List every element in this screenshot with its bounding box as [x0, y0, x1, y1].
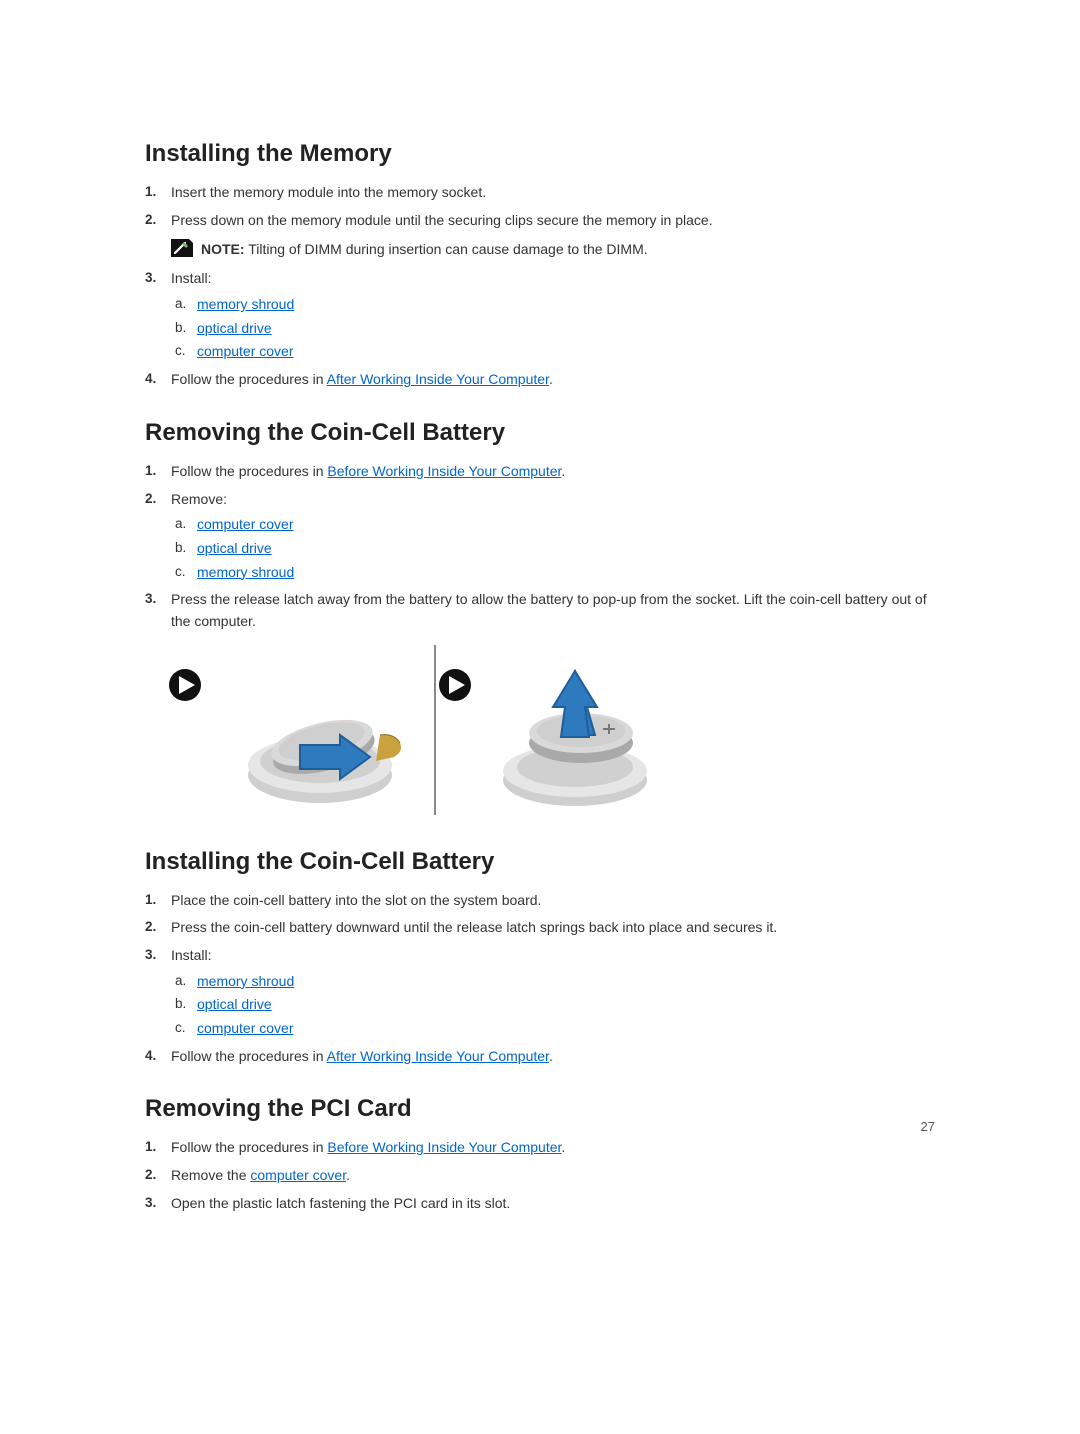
substep-item: b.optical drive [197, 994, 935, 1016]
link-computer-cover[interactable]: computer cover [197, 1020, 293, 1036]
step-text: Press down on the memory module until th… [171, 212, 713, 228]
step-item: 1. Insert the memory module into the mem… [171, 182, 935, 204]
step-marker: 3. [145, 945, 156, 966]
substep-marker: c. [175, 341, 186, 362]
step-text: Insert the memory module into the memory… [171, 184, 486, 200]
document-page: Installing the Memory 1. Insert the memo… [0, 0, 1080, 1281]
step-marker: 4. [145, 1046, 156, 1067]
link-optical-drive[interactable]: optical drive [197, 996, 272, 1012]
step-marker: 4. [145, 369, 156, 390]
step-item: 2. Remove: a.computer cover b.optical dr… [171, 489, 935, 584]
link-after-working[interactable]: After Working Inside Your Computer [327, 1048, 549, 1064]
substep-marker: c. [175, 1018, 186, 1039]
link-computer-cover[interactable]: computer cover [250, 1167, 346, 1183]
step-text: Open the plastic latch fastening the PCI… [171, 1195, 510, 1211]
step-item: 1. Place the coin-cell battery into the … [171, 890, 935, 912]
link-memory-shroud[interactable]: memory shroud [197, 564, 294, 580]
step-text-post: . [561, 1139, 565, 1155]
step-item: 3. Install: a.memory shroud b.optical dr… [171, 945, 935, 1040]
note-icon [171, 239, 193, 257]
substep-item: a.computer cover [197, 514, 935, 536]
substeps: a.memory shroud b.optical drive c.comput… [171, 294, 935, 363]
link-computer-cover[interactable]: computer cover [197, 516, 293, 532]
step-text-post: . [346, 1167, 350, 1183]
steps-removing-pci: 1. Follow the procedures in Before Worki… [145, 1137, 935, 1214]
step-text: Install: [171, 947, 211, 963]
substep-item: c.computer cover [197, 341, 935, 363]
step-text-pre: Follow the procedures in [171, 1048, 327, 1064]
substep-marker: b. [175, 538, 186, 559]
substep-item: c.memory shroud [197, 562, 935, 584]
step-marker: 1. [145, 1137, 156, 1158]
note-block: NOTE: Tilting of DIMM during insertion c… [171, 239, 935, 260]
heading-removing-coin-cell: Removing the Coin-Cell Battery [145, 419, 935, 447]
link-memory-shroud[interactable]: memory shroud [197, 973, 294, 989]
substep-marker: c. [175, 562, 186, 583]
substep-marker: b. [175, 318, 186, 339]
step-text: Place the coin-cell battery into the slo… [171, 892, 541, 908]
steps-removing-coin-cell: 1. Follow the procedures in Before Worki… [145, 461, 935, 633]
step-text-post: . [549, 1048, 553, 1064]
link-before-working[interactable]: Before Working Inside Your Computer [327, 463, 561, 479]
steps-installing-memory: 1. Insert the memory module into the mem… [145, 182, 935, 391]
note-body: Tilting of DIMM during insertion can cau… [245, 241, 648, 257]
step-item: 2. Remove the computer cover. [171, 1165, 935, 1187]
substep-item: b.optical drive [197, 318, 935, 340]
step-text: Remove: [171, 491, 227, 507]
figure-coin-cell [145, 645, 935, 820]
link-computer-cover[interactable]: computer cover [197, 343, 293, 359]
substeps: a.memory shroud b.optical drive c.comput… [171, 971, 935, 1040]
steps-installing-coin-cell: 1. Place the coin-cell battery into the … [145, 890, 935, 1068]
step-marker: 1. [145, 182, 156, 203]
step-text-pre: Follow the procedures in [171, 371, 327, 387]
step-item: 2. Press down on the memory module until… [171, 210, 935, 261]
step-text-pre: Remove the [171, 1167, 250, 1183]
step-item: 3. Install: a.memory shroud b.optical dr… [171, 268, 935, 363]
step-marker: 2. [145, 917, 156, 938]
step-marker: 2. [145, 1165, 156, 1186]
substep-marker: b. [175, 994, 186, 1015]
substep-item: b.optical drive [197, 538, 935, 560]
step-item: 2. Press the coin-cell battery downward … [171, 917, 935, 939]
step-marker: 2. [145, 210, 156, 231]
heading-removing-pci: Removing the PCI Card [145, 1095, 935, 1123]
step-marker: 2. [145, 489, 156, 510]
link-optical-drive[interactable]: optical drive [197, 320, 272, 336]
link-before-working[interactable]: Before Working Inside Your Computer [327, 1139, 561, 1155]
step-text-post: . [549, 371, 553, 387]
link-after-working[interactable]: After Working Inside Your Computer [327, 371, 549, 387]
step-marker: 1. [145, 890, 156, 911]
page-number: 27 [921, 1119, 935, 1134]
step-text-pre: Follow the procedures in [171, 1139, 327, 1155]
note-label: NOTE: [201, 241, 245, 257]
step-item: 3. Open the plastic latch fastening the … [171, 1193, 935, 1215]
step-item: 1. Follow the procedures in Before Worki… [171, 461, 935, 483]
substeps: a.computer cover b.optical drive c.memor… [171, 514, 935, 583]
step-item: 4. Follow the procedures in After Workin… [171, 1046, 935, 1068]
heading-installing-coin-cell: Installing the Coin-Cell Battery [145, 848, 935, 876]
step-marker: 3. [145, 268, 156, 289]
step-item: 1. Follow the procedures in Before Worki… [171, 1137, 935, 1159]
heading-installing-memory: Installing the Memory [145, 140, 935, 168]
step-text-post: . [561, 463, 565, 479]
step-text: Press the release latch away from the ba… [171, 591, 927, 629]
substep-item: a.memory shroud [197, 971, 935, 993]
link-memory-shroud[interactable]: memory shroud [197, 296, 294, 312]
step-text: Install: [171, 270, 211, 286]
substep-item: a.memory shroud [197, 294, 935, 316]
substep-marker: a. [175, 971, 186, 992]
step-text-pre: Follow the procedures in [171, 463, 327, 479]
substep-item: c.computer cover [197, 1018, 935, 1040]
step-item: 3. Press the release latch away from the… [171, 589, 935, 632]
step-marker: 1. [145, 461, 156, 482]
step-text: Press the coin-cell battery downward unt… [171, 919, 777, 935]
step-marker: 3. [145, 589, 156, 610]
step-marker: 3. [145, 1193, 156, 1214]
substep-marker: a. [175, 294, 186, 315]
link-optical-drive[interactable]: optical drive [197, 540, 272, 556]
substep-marker: a. [175, 514, 186, 535]
note-text: NOTE: Tilting of DIMM during insertion c… [201, 239, 648, 260]
step-item: 4. Follow the procedures in After Workin… [171, 369, 935, 391]
